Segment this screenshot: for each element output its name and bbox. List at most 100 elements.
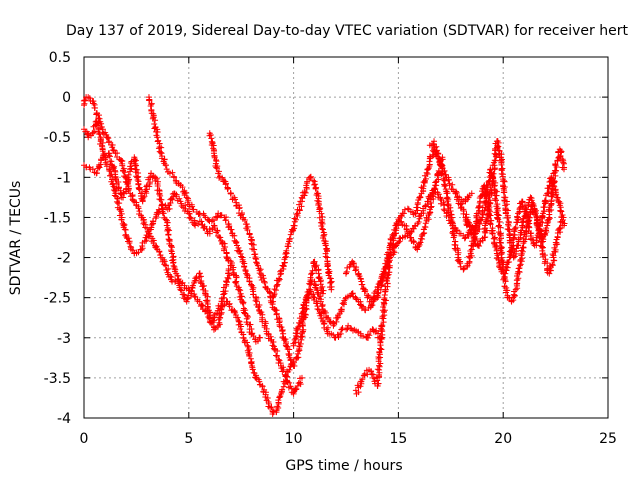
data-point-trace-f (319, 234, 326, 241)
data-point-trace-b (239, 299, 246, 306)
data-point-trace-b (116, 200, 123, 207)
data-point-trace-h (360, 303, 367, 310)
data-point-trace-b (188, 215, 195, 222)
data-point-trace-k (438, 171, 445, 178)
data-point-trace-f (328, 278, 335, 285)
data-point-trace-a (286, 366, 293, 373)
data-point-trace-b (118, 216, 125, 223)
data-point-trace-c (170, 259, 177, 266)
data-point-trace-h (338, 306, 345, 313)
data-point-trace-d (279, 368, 286, 375)
data-point-trace-m (539, 234, 546, 241)
data-point-trace-a (234, 314, 241, 321)
data-point-trace-g (298, 317, 305, 324)
data-point-trace-j (359, 376, 366, 383)
y-tick-label: 0.5 (49, 50, 71, 66)
data-point-trace-d (169, 169, 176, 176)
x-tick-label: 10 (285, 431, 303, 447)
data-point-trace-k (444, 201, 451, 208)
data-point-trace-f (318, 222, 325, 229)
x-tick-label: 5 (184, 431, 193, 447)
grid-lines (84, 57, 608, 418)
data-point-trace-a (93, 111, 100, 118)
data-point-trace-k (476, 203, 483, 210)
data-point-trace-i (374, 290, 381, 297)
data-point-trace-a (249, 366, 256, 373)
data-point-trace-i (400, 210, 407, 217)
data-point-trace-k (442, 182, 449, 189)
data-point-trace-m (487, 197, 494, 204)
data-point-trace-m (560, 166, 567, 173)
data-point-trace-m (527, 194, 534, 201)
data-point-trace-a (267, 404, 274, 411)
data-point-trace-e (290, 359, 297, 366)
data-point-trace-j (392, 222, 399, 229)
data-point-trace-g (310, 293, 317, 300)
data-point-trace-m (462, 217, 469, 224)
data-point-trace-b (240, 300, 247, 307)
data-point-trace-k (461, 265, 468, 272)
data-point-trace-k (558, 208, 565, 215)
data-point-trace-k (496, 262, 503, 269)
data-point-trace-m (501, 178, 508, 185)
data-point-trace-g (314, 305, 321, 312)
data-point-trace-a (237, 325, 244, 332)
data-point-trace-l (556, 226, 563, 233)
data-point-trace-b (249, 330, 256, 337)
data-point-trace-l (539, 247, 546, 254)
data-point-trace-c (125, 171, 132, 178)
data-point-trace-i (357, 275, 364, 282)
data-point-trace-g (332, 334, 339, 341)
data-point-trace-d (179, 184, 186, 191)
data-point-trace-e (214, 165, 221, 172)
data-point-trace-b (126, 239, 133, 246)
data-point-trace-b (257, 334, 264, 341)
data-point-trace-h (330, 319, 337, 326)
data-point-trace-k (433, 143, 440, 150)
x-tick-label: 25 (599, 431, 617, 447)
data-point-trace-f (322, 253, 329, 260)
data-point-trace-g (347, 324, 354, 331)
data-point-trace-c (93, 170, 100, 177)
data-point-trace-m (479, 237, 486, 244)
data-point-trace-b (95, 119, 102, 126)
data-point-trace-m (505, 226, 512, 233)
data-point-trace-e (227, 189, 234, 196)
data-point-trace-e (236, 204, 243, 211)
data-point-trace-b (121, 226, 128, 233)
data-point-trace-b (149, 218, 156, 225)
data-point-trace-f (327, 279, 334, 286)
data-point-trace-h (461, 235, 468, 242)
data-point-trace-d (162, 162, 169, 169)
data-point-trace-c (164, 227, 171, 234)
data-point-trace-a (196, 298, 203, 305)
data-point-trace-j (403, 226, 410, 233)
data-point-trace-m (485, 211, 492, 218)
data-point-trace-b (169, 196, 176, 203)
data-point-trace-h (437, 200, 444, 207)
data-point-trace-e (259, 272, 266, 279)
data-point-trace-g (339, 325, 346, 332)
data-point-trace-c (134, 177, 141, 184)
data-point-trace-i (355, 271, 362, 278)
data-point-trace-m (491, 157, 498, 164)
data-point-trace-b (214, 228, 221, 235)
data-point-trace-b (229, 266, 236, 273)
data-point-trace-g (292, 330, 299, 337)
data-point-trace-j (376, 363, 383, 370)
data-point-trace-c (83, 163, 90, 170)
data-point-trace-m (549, 192, 556, 199)
data-point-trace-h (374, 283, 381, 290)
data-point-trace-d (238, 253, 245, 260)
data-point-trace-j (422, 220, 429, 227)
data-point-trace-i (417, 193, 424, 200)
data-point-trace-a (243, 339, 250, 346)
x-tick-label: 0 (80, 431, 89, 447)
data-point-trace-e (246, 231, 253, 238)
data-point-trace-i (422, 175, 429, 182)
data-point-trace-e (210, 145, 217, 152)
data-point-trace-d (298, 374, 305, 381)
data-point-trace-m (463, 214, 470, 221)
data-point-trace-d (147, 102, 154, 109)
data-point-trace-d (247, 281, 254, 288)
